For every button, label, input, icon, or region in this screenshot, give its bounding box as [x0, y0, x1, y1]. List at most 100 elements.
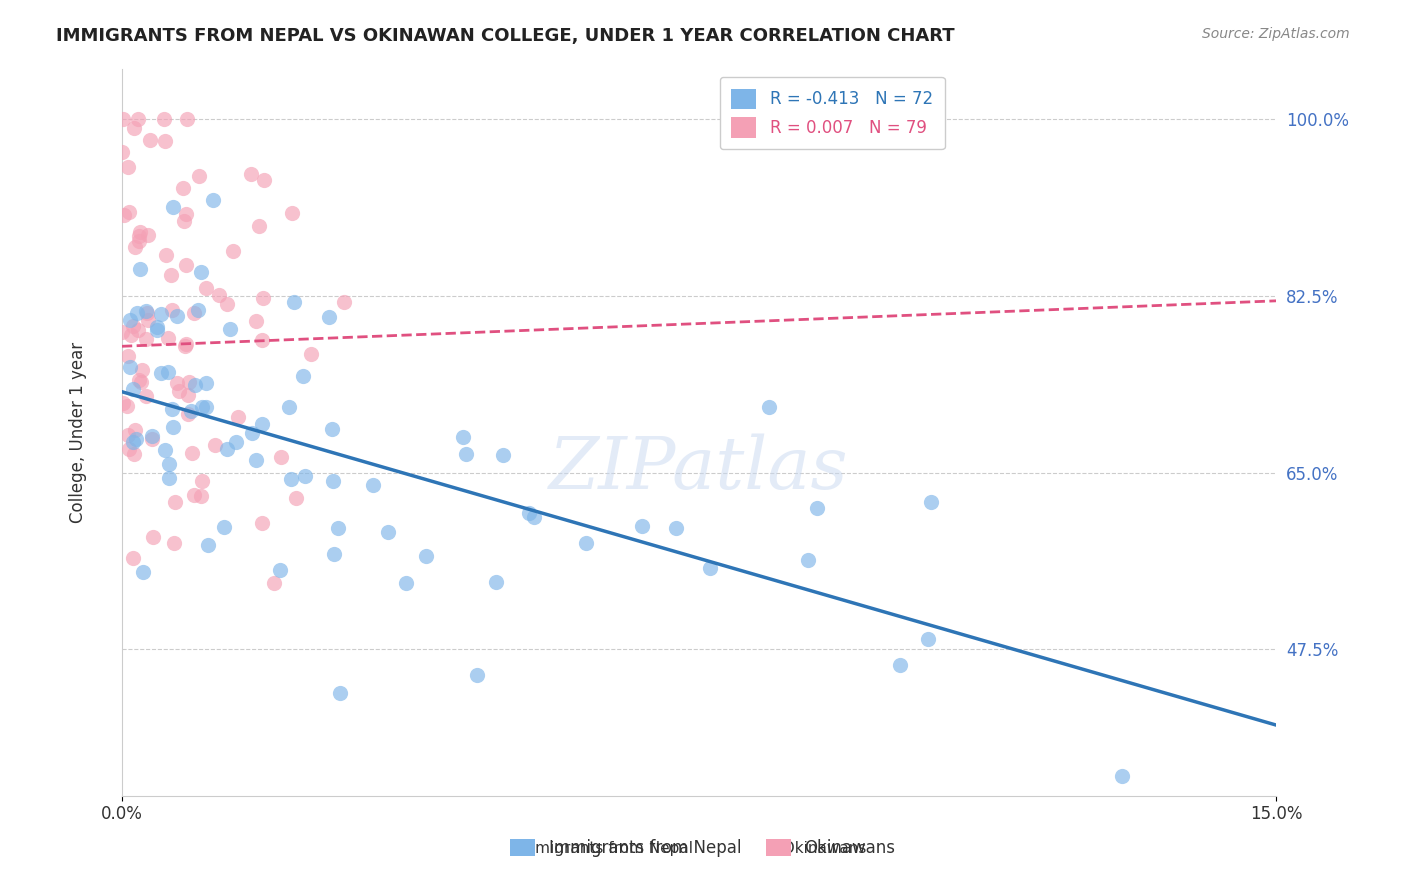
Text: Source: ZipAtlas.com: Source: ZipAtlas.com [1202, 27, 1350, 41]
Point [118, 205, 141, 219]
Point [699, 561, 721, 575]
Point [128, 373, 150, 387]
Point [523, 510, 546, 524]
Point [121, 382, 143, 396]
Point [121, 318, 143, 333]
Point [111, 325, 134, 339]
Legend: R = -0.413   N = 72, R = 0.007   N = 79: R = -0.413 N = 72, R = 0.007 N = 79 [720, 77, 945, 149]
Point [177, 388, 200, 402]
Point [127, 306, 149, 320]
Point [129, 375, 152, 389]
Point [118, 313, 141, 327]
Point [174, 258, 197, 272]
Point [132, 566, 155, 580]
Point [270, 450, 292, 465]
Point [153, 442, 176, 457]
Point [492, 448, 515, 462]
Point [135, 332, 157, 346]
Point [142, 530, 165, 544]
Point [173, 214, 195, 228]
Point [117, 349, 139, 363]
Point [122, 435, 145, 450]
Text: ZIPatlas: ZIPatlas [550, 434, 849, 504]
Point [630, 519, 652, 533]
Point [169, 384, 191, 399]
Point [465, 668, 488, 682]
Text: Immigrants from Nepal: Immigrants from Nepal [506, 841, 693, 856]
Point [122, 447, 145, 461]
Point [758, 401, 780, 415]
Point [245, 314, 267, 328]
Point [117, 442, 139, 457]
Point [195, 280, 218, 294]
Point [219, 322, 242, 336]
Point [517, 506, 540, 520]
Point [139, 133, 162, 147]
Point [253, 172, 276, 186]
Point [174, 339, 197, 353]
Point [125, 432, 148, 446]
Point [194, 400, 217, 414]
Point [208, 288, 231, 302]
Point [162, 536, 184, 550]
Point [222, 244, 245, 259]
Point [247, 219, 270, 234]
Point [215, 297, 238, 311]
Point [318, 310, 340, 325]
Point [122, 120, 145, 135]
Point [127, 112, 149, 126]
Point [415, 549, 437, 563]
Point [145, 320, 167, 334]
Point [135, 389, 157, 403]
Point [160, 303, 183, 318]
Point [176, 112, 198, 126]
Point [166, 310, 188, 324]
Point [456, 448, 478, 462]
Point [252, 417, 274, 431]
Point [127, 323, 149, 337]
Point [453, 430, 475, 444]
Point [177, 375, 200, 389]
Point [323, 547, 346, 561]
Point [162, 419, 184, 434]
Point [263, 575, 285, 590]
Point [187, 302, 209, 317]
Point [177, 408, 200, 422]
Point [117, 160, 139, 174]
Point [284, 491, 307, 505]
Point [117, 399, 139, 413]
Point [141, 432, 163, 446]
Point [166, 376, 188, 390]
Point [141, 429, 163, 443]
Point [190, 265, 212, 279]
Point [194, 376, 217, 390]
Point [204, 438, 226, 452]
Point [665, 521, 688, 535]
Point [217, 442, 239, 457]
Point [269, 563, 291, 577]
Point [136, 228, 159, 243]
Point [280, 472, 302, 486]
Point [129, 225, 152, 239]
Point [225, 435, 247, 450]
Point [162, 200, 184, 214]
Point [180, 404, 202, 418]
Point [152, 112, 174, 126]
Point [252, 291, 274, 305]
Point [111, 396, 134, 410]
Point [377, 525, 399, 540]
Point [114, 207, 136, 221]
Point [250, 516, 273, 530]
Point [245, 453, 267, 467]
Point [150, 307, 173, 321]
Point [1111, 768, 1133, 782]
Point [136, 306, 159, 320]
Point [146, 323, 169, 337]
Point [197, 538, 219, 552]
Point [135, 303, 157, 318]
Point [184, 378, 207, 392]
Point [155, 248, 177, 262]
Point [190, 474, 212, 488]
Point [322, 474, 344, 488]
Point [124, 240, 146, 254]
